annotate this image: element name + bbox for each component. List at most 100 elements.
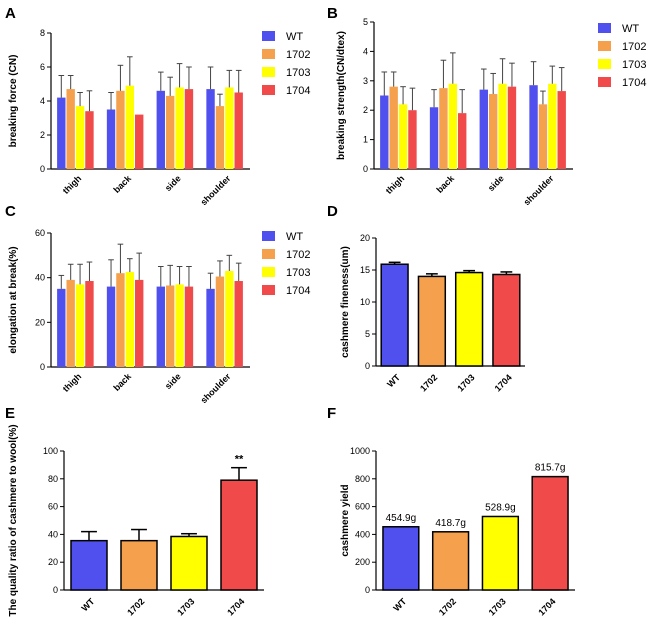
- bar-WT-side: [156, 286, 165, 367]
- bar-1704-shoulder: [557, 91, 566, 169]
- bar-WT-side: [479, 89, 488, 169]
- panel-letter-a: A: [5, 5, 16, 22]
- y-tick-label: 0: [53, 585, 58, 595]
- y-tick-label: 10: [360, 297, 370, 307]
- y-tick-label: 600: [355, 502, 370, 512]
- x-tick-label: back: [434, 173, 456, 195]
- y-tick-label: 40: [48, 529, 58, 539]
- y-tick-label: 0: [40, 164, 45, 174]
- x-tick-label: back: [111, 371, 133, 393]
- bar-1702-shoulder: [215, 276, 225, 367]
- legend-swatch-WT: [598, 23, 611, 33]
- y-axis-label: breaking force (CN): [8, 55, 19, 148]
- y-tick-label: 20: [35, 317, 45, 327]
- bar-WT: [382, 526, 420, 591]
- legend-swatch-1702: [598, 41, 611, 51]
- bar-1704-side: [184, 89, 194, 169]
- y-tick-label: 20: [360, 233, 370, 243]
- y-tick-label: 6: [40, 62, 45, 72]
- bar-1704-side: [507, 86, 517, 169]
- legend-swatch-1704: [262, 285, 275, 295]
- legend-label-1702: 1702: [286, 249, 310, 261]
- y-tick-label: 2: [40, 130, 45, 140]
- bar-WT: [70, 539, 108, 591]
- chart-elongation-at-break: 0 20 40 60 elongation at break(%) thigh back si…: [8, 228, 310, 405]
- y-tick-label: 800: [355, 474, 370, 484]
- legend-swatch-1703: [598, 59, 611, 69]
- panel-letter-c: C: [5, 203, 16, 220]
- bar-1703-thigh: [398, 104, 408, 169]
- legend-label-1702: 1702: [622, 41, 646, 53]
- y-tick-label: 0: [365, 585, 370, 595]
- bar-1702: [431, 531, 470, 591]
- bar-1703-shoulder: [225, 270, 234, 367]
- bar-WT-thigh: [380, 95, 389, 169]
- bar-1704-side: [184, 286, 194, 367]
- legend-label-WT: WT: [286, 231, 303, 243]
- y-axis-label: breaking strength(CN/dtex): [336, 31, 347, 160]
- y-tick-label: 4: [363, 46, 368, 56]
- legend-swatch-1704: [262, 85, 275, 95]
- data-label-1702: 418.7g: [435, 518, 466, 529]
- bar-1703: [481, 515, 520, 591]
- bar-1702-shoulder: [538, 104, 548, 169]
- x-tick-label: WT: [385, 372, 402, 389]
- y-tick-label: 5: [363, 17, 368, 27]
- bar-1703-thigh: [75, 106, 85, 169]
- chart-quality-ratio: 0 20 40 60 80 100 The quality ratio of cashmer…: [8, 424, 264, 618]
- y-tick-label: 15: [360, 265, 370, 275]
- data-label-WT: 454.9g: [386, 513, 417, 524]
- legend-label-WT: WT: [622, 23, 639, 35]
- bar-1704-thigh: [85, 281, 94, 367]
- legend-label-1703: 1703: [286, 267, 310, 279]
- x-tick-label: 1703: [487, 596, 508, 617]
- panel-letter-e: E: [5, 405, 15, 422]
- x-tick-label: 1702: [437, 596, 458, 617]
- chart-breaking-strength: 0 1 2 3 4 5 breaking strength(CN/dtex) thigh bac…: [336, 17, 646, 207]
- panel-letter-f: F: [327, 405, 336, 422]
- y-tick-label: 40: [35, 273, 45, 283]
- x-tick-label: 1704: [536, 596, 557, 617]
- bar-1703-thigh: [75, 284, 85, 367]
- x-tick-label: side: [163, 371, 183, 391]
- y-tick-label: 0: [365, 361, 370, 371]
- legend-swatch-1702: [262, 249, 275, 259]
- bar-1704-shoulder: [234, 92, 243, 169]
- x-tick-label: back: [111, 173, 133, 195]
- x-tick-label: shoulder: [522, 173, 556, 207]
- bar-1704-shoulder: [234, 281, 243, 367]
- x-tick-label: side: [163, 173, 183, 193]
- y-tick-label: 60: [48, 502, 58, 512]
- bar-1702-side: [488, 94, 498, 169]
- bar-WT-side: [156, 90, 165, 169]
- y-axis-label: cashmere fineness(um): [340, 246, 351, 358]
- x-tick-label: shoulder: [199, 173, 233, 207]
- chart-cashmere-yield: 0 200 400 600 800 1000 cashmere yield 454.9g WT 4…: [340, 446, 575, 618]
- legend-label-1704: 1704: [286, 85, 310, 97]
- bar-1703-side: [175, 284, 184, 367]
- y-tick-label: 20: [48, 557, 58, 567]
- bar-1704: [220, 479, 258, 591]
- bar-1702-back: [116, 273, 125, 367]
- legend-swatch-1702: [262, 49, 275, 59]
- bar-1704: [531, 475, 569, 591]
- y-tick-label: 5: [365, 329, 370, 339]
- y-tick-label: 1: [363, 135, 368, 145]
- bar-1704: [492, 273, 521, 367]
- legend-swatch-1703: [262, 267, 275, 277]
- bar-1704-back: [458, 113, 467, 169]
- bar-1702-shoulder: [215, 106, 225, 169]
- bar-1702: [120, 539, 158, 591]
- chart-breaking-force: 0 2 4 6 8 breaking force (CN) thigh back side sho…: [8, 28, 310, 207]
- bar-WT: [380, 263, 409, 367]
- chart-cashmere-fineness: 0 5 10 15 20 cashmere fineness(um) WT 1702 1703 1…: [340, 233, 525, 394]
- legend-label-1704: 1704: [286, 285, 310, 297]
- y-axis-label: cashmere yield: [340, 484, 351, 556]
- data-label-1704: 815.7g: [535, 463, 566, 474]
- data-label-1703: 528.9g: [485, 502, 516, 513]
- y-tick-label: 400: [355, 529, 370, 539]
- bar-1702-side: [165, 285, 175, 367]
- bar-1704-thigh: [85, 111, 94, 169]
- y-tick-label: 3: [363, 76, 368, 86]
- y-tick-label: 100: [43, 446, 58, 456]
